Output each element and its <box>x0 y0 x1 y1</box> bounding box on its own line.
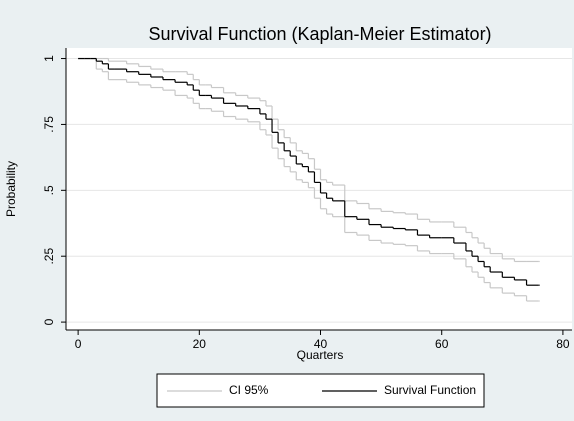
y-tick-label: 0 <box>42 318 56 325</box>
x-tick-label: 60 <box>435 337 449 351</box>
x-tick-label: 0 <box>75 337 82 351</box>
x-tick-label: 80 <box>556 337 570 351</box>
x-axis-label: Quarters <box>297 348 344 362</box>
x-tick-label: 20 <box>193 337 207 351</box>
y-tick-label: .25 <box>42 248 56 265</box>
y-tick-label: 1 <box>42 55 56 62</box>
x-tick-label: 40 <box>314 337 328 351</box>
legend <box>156 373 485 408</box>
y-tick-label: .75 <box>42 116 56 133</box>
y-axis-label: Probability <box>4 161 18 217</box>
legend-label: CI 95% <box>229 383 269 397</box>
chart-title: Survival Function (Kaplan-Meier Estimato… <box>148 24 491 44</box>
legend-label: Survival Function <box>384 383 476 397</box>
y-tick-label: .5 <box>42 185 56 195</box>
